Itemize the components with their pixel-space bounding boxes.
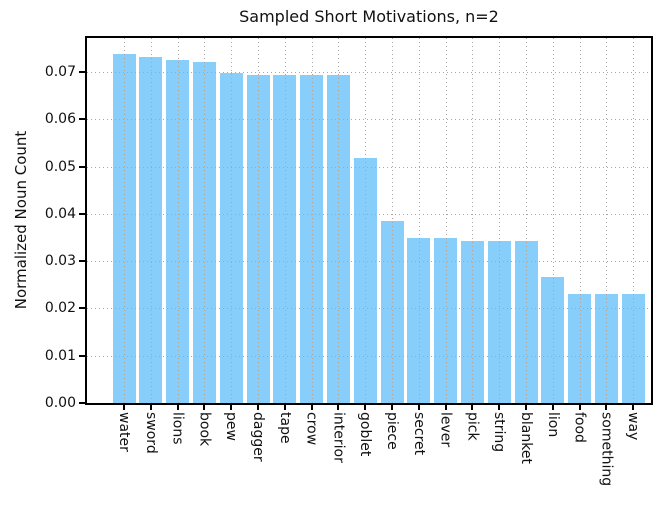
x-tick-label: dagger <box>250 412 266 462</box>
y-gridline <box>87 213 651 215</box>
x-gridline <box>633 38 635 403</box>
x-gridline <box>392 38 393 403</box>
x-gridline <box>258 38 259 403</box>
x-gridline <box>204 38 206 403</box>
x-tick-label: pew <box>223 412 240 441</box>
x-gridline <box>526 38 527 403</box>
x-tick-mark <box>149 405 152 410</box>
x-gridline <box>445 38 447 403</box>
y-gridline <box>87 308 651 310</box>
y-tick-label: 0.06 <box>44 111 76 128</box>
x-tick-mark <box>471 405 474 410</box>
y-gridline <box>87 119 651 121</box>
y-tick-label: 0.03 <box>44 253 76 270</box>
x-gridline <box>231 38 233 403</box>
x-gridline <box>311 38 313 403</box>
x-tick-label: sword <box>142 412 159 454</box>
x-tick-mark <box>337 405 340 410</box>
x-gridline <box>579 38 581 403</box>
x-tick-mark <box>444 405 447 410</box>
x-tick-mark <box>525 405 527 410</box>
x-tick-mark <box>283 405 286 410</box>
y-tick-mark <box>79 118 85 121</box>
x-tick-label: crow <box>303 412 320 446</box>
y-tick-label: 0.00 <box>44 395 76 411</box>
y-tick-mark <box>79 354 85 357</box>
y-gridline <box>87 72 651 74</box>
x-tick-mark <box>310 405 313 410</box>
x-tick-label: blanket <box>518 412 534 464</box>
x-gridline <box>338 38 340 403</box>
y-tick-mark <box>79 402 85 404</box>
x-tick-label: goblet <box>357 412 374 457</box>
x-tick-mark <box>498 405 501 410</box>
x-tick-mark <box>551 405 554 410</box>
x-gridline <box>284 38 286 403</box>
x-tick-label: food <box>571 412 588 443</box>
y-tick-label: 0.05 <box>44 158 76 175</box>
y-gridline <box>87 166 651 168</box>
x-gridline <box>472 38 474 403</box>
x-tick-label: pick <box>464 412 481 441</box>
y-tick-mark <box>79 260 85 263</box>
x-tick-mark <box>417 405 420 410</box>
y-tick-mark <box>79 212 85 215</box>
x-tick-label: book <box>196 412 213 447</box>
x-gridline <box>552 38 554 403</box>
x-tick-mark <box>176 405 179 410</box>
x-tick-label: way <box>625 412 642 441</box>
x-tick-label: lever <box>437 412 454 448</box>
x-tick-mark <box>203 405 206 410</box>
x-tick-label: lions <box>169 412 186 445</box>
x-gridline <box>499 38 501 403</box>
x-tick-mark <box>123 405 125 410</box>
x-tick-label: tape <box>276 412 293 444</box>
x-tick-label: interior <box>330 412 347 463</box>
x-tick-label: water <box>116 412 132 452</box>
y-gridline <box>87 261 651 263</box>
y-tick-label: 0.01 <box>44 347 76 364</box>
x-tick-label: piece <box>384 412 400 450</box>
plot-layer <box>87 38 651 403</box>
x-tick-mark <box>257 405 259 410</box>
x-gridline <box>365 38 367 403</box>
y-tick-label: 0.02 <box>44 300 76 317</box>
x-gridline <box>150 38 152 403</box>
x-tick-mark <box>632 405 635 410</box>
plot-area <box>85 36 653 405</box>
y-tick-mark <box>79 71 85 74</box>
x-tick-label: something <box>598 412 615 487</box>
x-gridline <box>177 38 179 403</box>
x-tick-label: lion <box>544 412 561 438</box>
x-tick-label: secret <box>410 412 427 456</box>
x-tick-mark <box>364 405 367 410</box>
x-gridline <box>606 38 608 403</box>
x-gridline <box>124 38 125 403</box>
x-gridline <box>418 38 420 403</box>
y-tick-mark <box>79 307 85 310</box>
x-tick-mark <box>230 405 233 410</box>
chart-title: Sampled Short Motivations, n=2 <box>239 7 499 26</box>
x-tick-mark <box>391 405 393 410</box>
y-tick-label: 0.07 <box>44 64 76 81</box>
y-tick-label: 0.04 <box>44 205 76 222</box>
x-tick-label: string <box>491 412 508 453</box>
y-tick-mark <box>79 165 85 168</box>
y-gridline <box>87 355 651 357</box>
x-tick-mark <box>578 405 581 410</box>
x-tick-mark <box>605 405 608 410</box>
